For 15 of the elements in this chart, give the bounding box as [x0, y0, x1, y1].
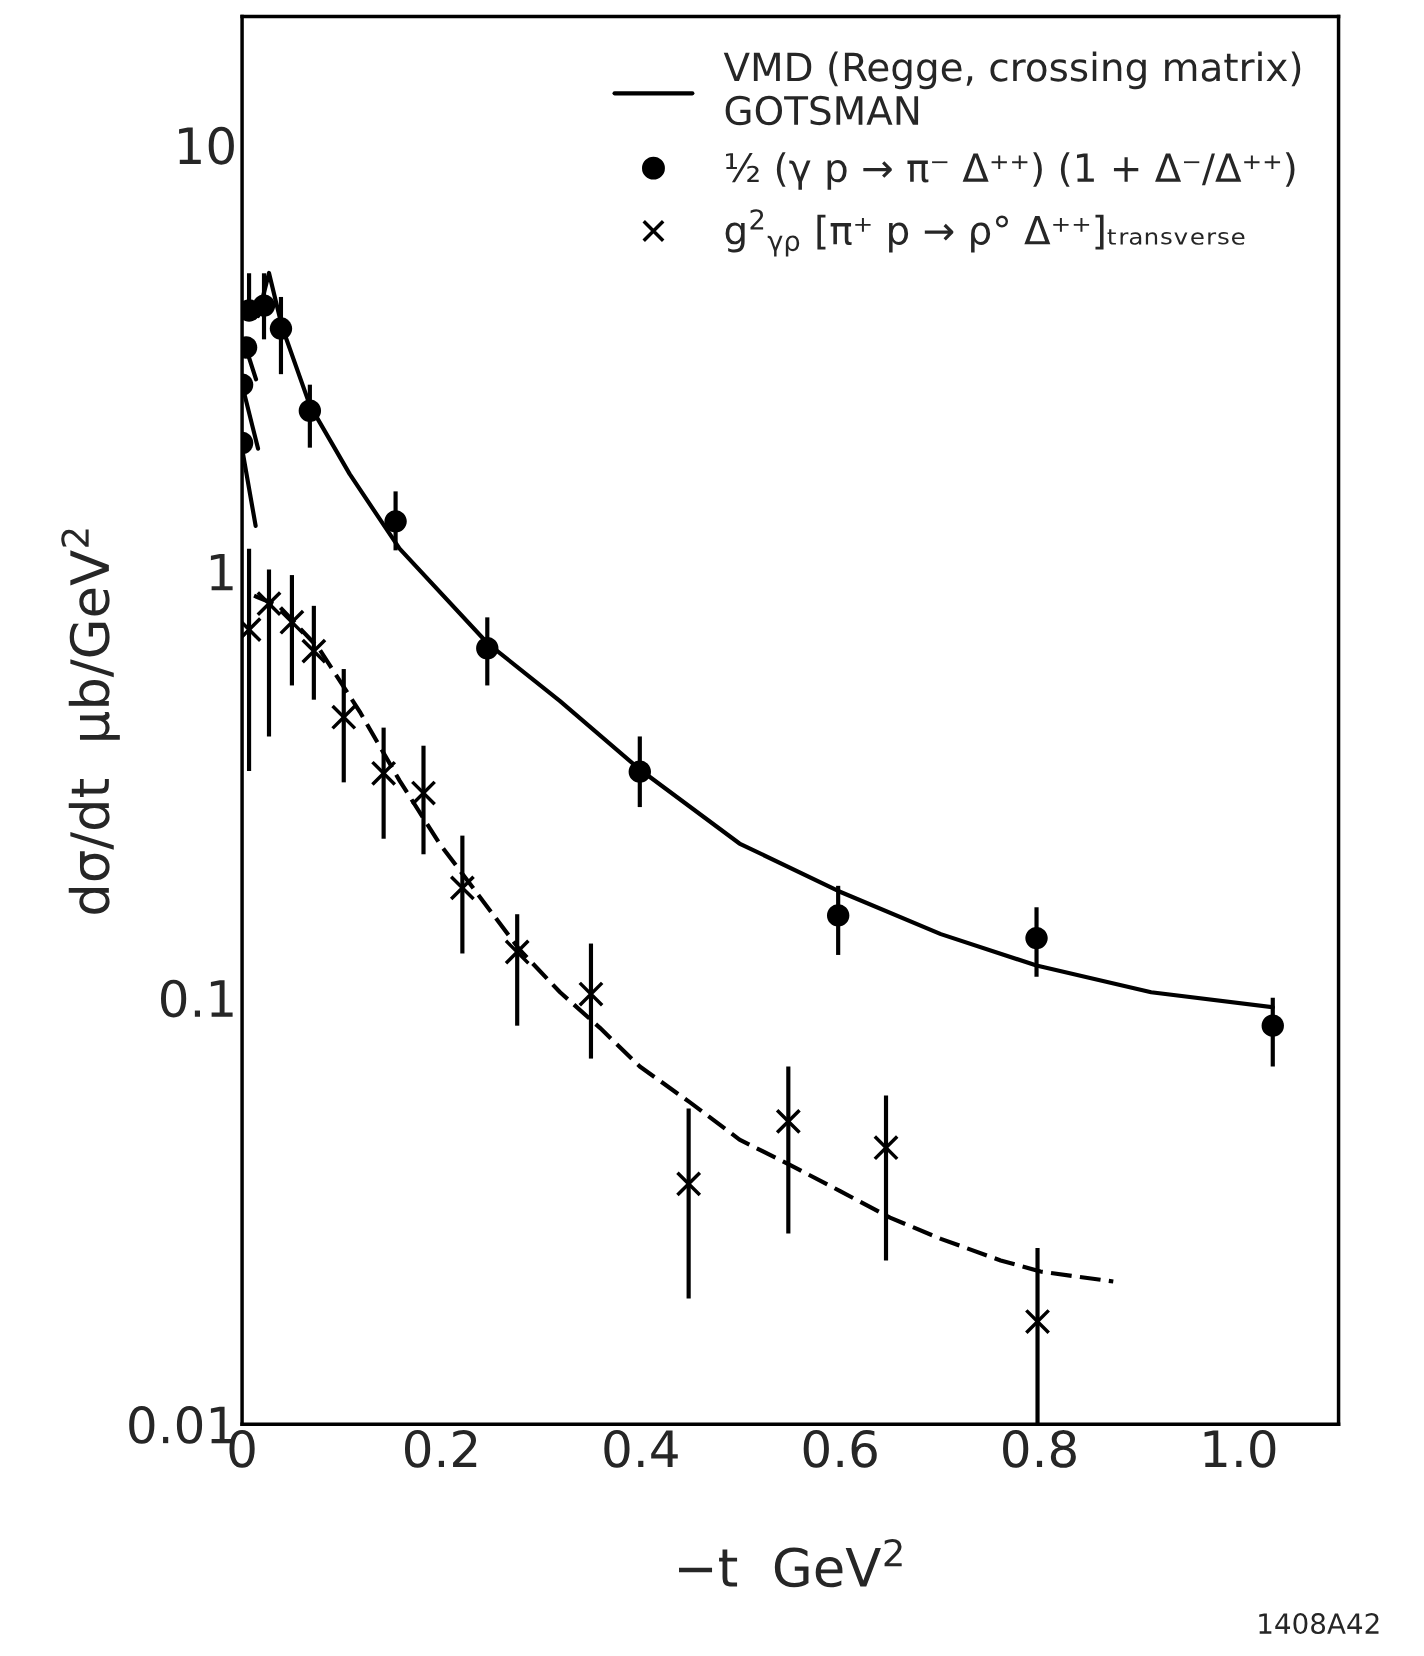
legend-label: ½ (γ p → π⁻ Δ⁺⁺) (1 + Δ⁻/Δ⁺⁺) [726, 152, 1295, 190]
x-tick-label: 1.0 [1204, 1429, 1276, 1468]
y-tick-label: 0.1 [161, 979, 233, 1018]
legend-label: g$^{2}$$_{γρ}$ [π⁺ p → ρ° Δ⁺⁺]ₜᵣₐₙₛᵥₑᵣₛₑ [725, 209, 1245, 257]
y-tick-label: 1 [210, 553, 233, 591]
legend-label: VMD (Regge, crossing matrix) GOTSMAN [723, 51, 1301, 126]
x-tick-label: 0 [229, 1429, 255, 1468]
y-axis-title: dσ/dt μb/GeV$^{2}$ [61, 529, 120, 914]
x-tick-label: 0.8 [1003, 1429, 1076, 1468]
y-tick-label: 10 [179, 126, 234, 165]
x-tick-label: 0.6 [803, 1429, 877, 1468]
x-tick-label: 0.2 [404, 1429, 477, 1468]
x-tick-label: 0.4 [604, 1429, 678, 1468]
text: 1408A42 [1259, 1613, 1379, 1635]
x-axis-title: −t GeV$^{2}$ [679, 1538, 902, 1588]
